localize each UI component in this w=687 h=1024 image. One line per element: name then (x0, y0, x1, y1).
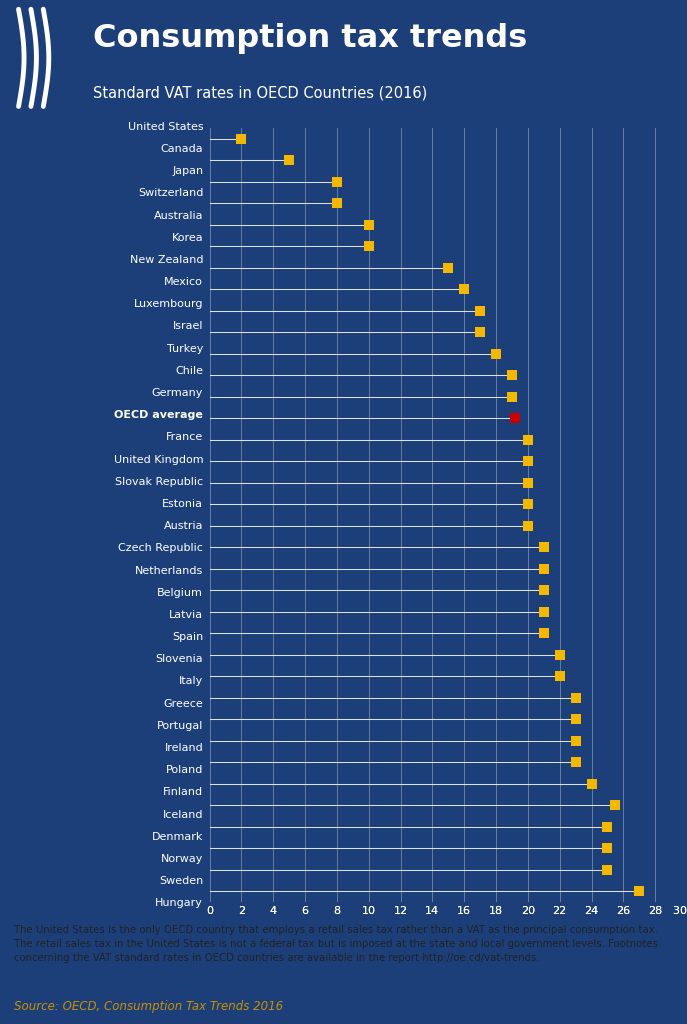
Text: Spain: Spain (172, 632, 203, 642)
Text: Slovenia: Slovenia (156, 654, 203, 665)
Text: Netherlands: Netherlands (135, 565, 203, 575)
Text: Japan: Japan (172, 166, 203, 176)
Text: Belgium: Belgium (157, 588, 203, 598)
Text: OECD: OECD (642, 963, 681, 976)
Text: Finland: Finland (163, 787, 203, 798)
Text: Czech Republic: Czech Republic (118, 544, 203, 553)
Text: Ireland: Ireland (164, 743, 203, 753)
Text: Turkey: Turkey (167, 344, 203, 353)
Text: New Zealand: New Zealand (130, 255, 203, 265)
Text: Korea: Korea (172, 232, 203, 243)
Text: The United States is the only OECD country that employs a retail sales tax rathe: The United States is the only OECD count… (14, 926, 657, 963)
Text: Greece: Greece (164, 698, 203, 709)
Text: Austria: Austria (164, 521, 203, 531)
Text: Italy: Italy (179, 677, 203, 686)
Text: Estonia: Estonia (162, 499, 203, 509)
Text: Switzerland: Switzerland (138, 188, 203, 199)
Text: Standard VAT rates in OECD Countries (2016): Standard VAT rates in OECD Countries (20… (93, 85, 427, 100)
Text: Latvia: Latvia (169, 610, 203, 620)
Text: Consumption tax trends: Consumption tax trends (93, 23, 527, 53)
Text: Source: OECD, Consumption Tax Trends 2016: Source: OECD, Consumption Tax Trends 201… (14, 1000, 283, 1013)
Text: United States: United States (128, 122, 203, 132)
Text: Poland: Poland (166, 765, 203, 775)
Text: Slovak Republic: Slovak Republic (115, 477, 203, 486)
Text: Norway: Norway (161, 854, 203, 864)
Text: Portugal: Portugal (157, 721, 203, 731)
Text: Denmark: Denmark (152, 831, 203, 842)
Text: OECD average: OECD average (114, 411, 203, 420)
Text: Chile: Chile (175, 366, 203, 376)
Text: Hungary: Hungary (155, 898, 203, 908)
Text: Luxembourg: Luxembourg (134, 299, 203, 309)
Text: Germany: Germany (152, 388, 203, 398)
Text: Sweden: Sweden (159, 877, 203, 886)
Text: France: France (166, 432, 203, 442)
Text: Israel: Israel (172, 322, 203, 332)
Text: Australia: Australia (154, 211, 203, 220)
Text: Mexico: Mexico (164, 278, 203, 287)
Text: United Kingdom: United Kingdom (113, 455, 203, 465)
Text: Canada: Canada (161, 144, 203, 154)
Text: Iceland: Iceland (163, 810, 203, 819)
